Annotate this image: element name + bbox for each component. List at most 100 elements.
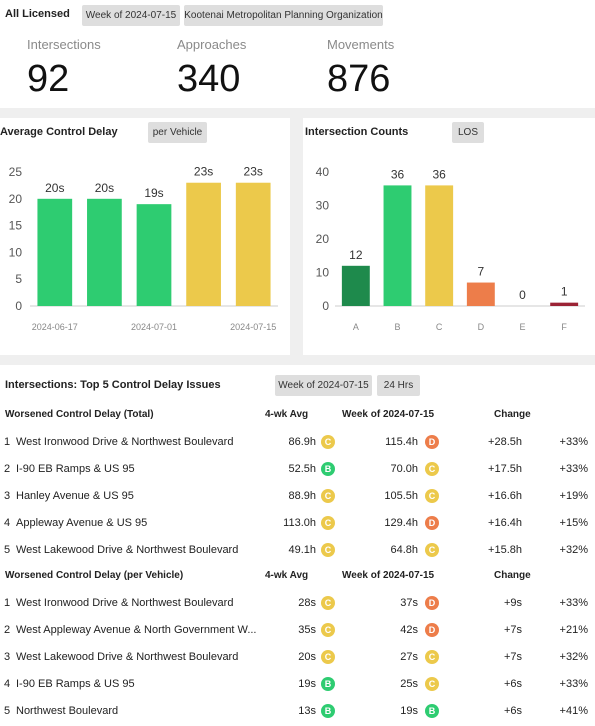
week-value: 27s <box>400 651 418 663</box>
rank: 1 <box>4 436 11 448</box>
rank: 4 <box>4 678 11 690</box>
data-label: 1 <box>561 285 568 299</box>
rank: 2 <box>4 624 11 636</box>
x-tick-label: 2024-07-01 <box>131 322 177 332</box>
data-label: 36 <box>432 167 446 181</box>
x-tick-label: E <box>519 322 525 332</box>
change-percent: +21% <box>559 624 588 636</box>
data-label: 23s <box>244 165 263 179</box>
bar <box>383 185 412 306</box>
week-value: 129.4h <box>384 517 418 529</box>
kpi-value: 92 <box>27 58 70 100</box>
y-tick-label: 40 <box>316 165 330 179</box>
filter-chip[interactable]: Kootenai Metropolitan Planning Organizat… <box>184 5 383 26</box>
table-title: Intersections: Top 5 Control Delay Issue… <box>5 379 221 391</box>
change-value: +16.6h <box>488 490 522 502</box>
avg-value: 52.5h <box>288 463 316 475</box>
column-header: Change <box>494 570 531 581</box>
unit-chip[interactable]: LOS <box>452 122 484 143</box>
summary-panel: All Licensed Week of 2024-07-15 Kootenai… <box>0 0 595 108</box>
filter-chip[interactable]: Week of 2024-07-15 <box>82 5 180 26</box>
data-label: 23s <box>194 165 213 179</box>
change-percent: +15% <box>559 517 588 529</box>
los-badge: B <box>321 462 335 476</box>
data-label: 20s <box>95 181 114 195</box>
bar <box>37 198 73 306</box>
bar-chart: 0 10 20 30 40 12 A 36 B 36 C 7 D 0 E 1 F <box>316 165 585 332</box>
change-value: +15.8h <box>488 544 522 556</box>
intersection-name: West Lakewood Drive & Northwest Boulevar… <box>16 544 239 556</box>
y-tick-label: 10 <box>9 245 23 259</box>
change-value: +28.5h <box>488 436 522 448</box>
column-header: Worsened Control Delay (Total) <box>5 409 154 420</box>
los-badge: D <box>425 596 439 610</box>
column-header: Change <box>494 409 531 420</box>
bar <box>550 302 579 306</box>
avg-value: 20s <box>298 651 316 663</box>
y-tick-label: 20 <box>316 232 330 246</box>
kpi-label: Approaches <box>177 37 247 52</box>
column-header: Worsened Control Delay (per Vehicle) <box>5 570 184 581</box>
change-value: +6s <box>503 705 522 717</box>
week-value: 70.0h <box>390 463 418 475</box>
kpi-value: 876 <box>327 58 391 100</box>
data-label: 20s <box>45 181 64 195</box>
column-header: Week of 2024-07-15 <box>342 409 435 420</box>
avg-value: 86.9h <box>288 436 316 448</box>
los-badge: C <box>425 650 439 664</box>
x-tick-label: D <box>478 322 485 332</box>
change-percent: +41% <box>559 705 588 717</box>
rank: 5 <box>4 544 11 556</box>
data-label: 36 <box>391 167 405 181</box>
los-badge: D <box>425 623 439 637</box>
los-badge: C <box>425 462 439 476</box>
avg-value: 19s <box>298 678 316 690</box>
y-tick-label: 25 <box>9 165 23 179</box>
los-badge: C <box>321 596 335 610</box>
los-badge: B <box>321 677 335 691</box>
chart-title: Intersection Counts <box>305 126 409 138</box>
y-tick-label: 30 <box>316 199 330 213</box>
filter-chip[interactable]: Week of 2024-07-15 <box>275 375 372 396</box>
week-value: 37s <box>400 597 418 609</box>
column-header: Week of 2024-07-15 <box>342 570 435 581</box>
change-value: +7s <box>503 624 522 636</box>
los-badge: D <box>425 435 439 449</box>
intersection-name: Hanley Avenue & US 95 <box>16 490 134 502</box>
change-value: +7s <box>503 651 522 663</box>
los-badge: C <box>321 435 335 449</box>
unit-chip[interactable]: per Vehicle <box>148 122 207 143</box>
intersection-name: West Ironwood Drive & Northwest Boulevar… <box>16 597 234 609</box>
kpi-value: 340 <box>177 58 241 100</box>
x-tick-label: 2024-07-15 <box>230 322 276 332</box>
los-badge: B <box>425 704 439 718</box>
avg-value: 28s <box>298 597 316 609</box>
x-tick-label: F <box>561 322 567 332</box>
x-tick-label: A <box>353 322 359 332</box>
change-value: +6s <box>503 678 522 690</box>
change-value: +16.4h <box>488 517 522 529</box>
x-tick-label: 2024-06-17 <box>32 322 78 332</box>
change-percent: +33% <box>559 597 588 609</box>
bar <box>425 185 454 306</box>
chart-panel: Average Control Delay per Vehicle 0 5 10 15… <box>0 118 290 355</box>
page-title: All Licensed <box>5 8 70 20</box>
kpi-label: Movements <box>327 37 395 52</box>
week-value: 105.5h <box>384 490 418 502</box>
week-value: 25s <box>400 678 418 690</box>
change-value: +17.5h <box>488 463 522 475</box>
week-value: 19s <box>400 705 418 717</box>
intersection-name: Appleway Avenue & US 95 <box>16 517 148 529</box>
change-percent: +32% <box>559 651 588 663</box>
los-badge: C <box>321 516 335 530</box>
y-tick-label: 20 <box>9 192 23 206</box>
avg-value: 13s <box>298 705 316 717</box>
bar <box>466 282 495 306</box>
rank: 1 <box>4 597 11 609</box>
intersection-name: I-90 EB Ramps & US 95 <box>16 463 135 475</box>
y-tick-label: 0 <box>322 299 329 313</box>
filter-chip[interactable]: 24 Hrs <box>377 375 420 396</box>
chart-title: Average Control Delay <box>0 126 118 138</box>
x-tick-label: C <box>436 322 443 332</box>
